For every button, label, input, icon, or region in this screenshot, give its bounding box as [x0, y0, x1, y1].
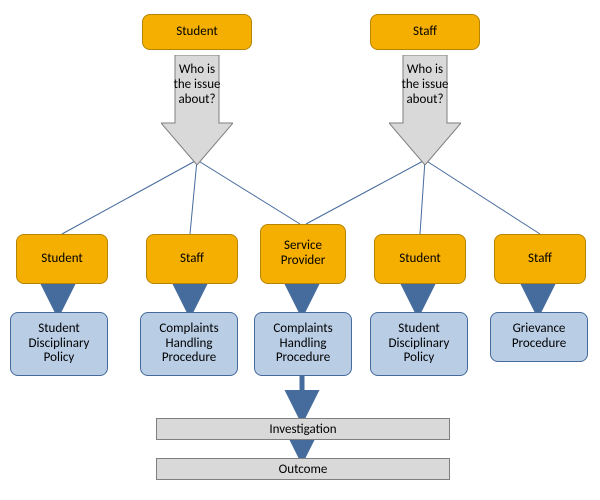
decision-arrow-right-label: Who is the issue about? [397, 63, 453, 108]
label: Staff [180, 252, 204, 267]
label: Staff [413, 25, 437, 40]
label: Complaints Handling Procedure [145, 322, 233, 367]
label: Student Disciplinary Policy [15, 322, 103, 367]
label: Complaints Handling Procedure [259, 322, 347, 367]
label: Investigation [269, 422, 336, 437]
label: Service Provider [265, 239, 341, 269]
label: Student Disciplinary Policy [375, 322, 463, 367]
decision-arrow-left-label: Who is the issue about? [169, 63, 225, 108]
node-mid-service-provider: Service Provider [260, 224, 346, 284]
node-mid-staff-1: Staff [146, 234, 238, 284]
node-policy-complaints-1: Complaints Handling Procedure [140, 312, 238, 376]
label: Staff [528, 252, 552, 267]
label: Outcome [279, 462, 328, 477]
node-policy-complaints-2: Complaints Handling Procedure [254, 312, 352, 376]
label: Student [176, 25, 218, 40]
label: Grievance Procedure [495, 322, 583, 352]
node-top-student: Student [142, 14, 252, 50]
node-top-staff: Staff [370, 14, 480, 50]
node-mid-student-1: Student [16, 234, 108, 284]
thin-lines [62, 160, 540, 234]
label: Student [399, 252, 441, 267]
node-mid-staff-2: Staff [494, 234, 586, 284]
node-mid-student-2: Student [374, 234, 466, 284]
node-policy-grievance: Grievance Procedure [490, 312, 588, 362]
node-policy-student-disciplinary-1: Student Disciplinary Policy [10, 312, 108, 376]
node-policy-student-disciplinary-2: Student Disciplinary Policy [370, 312, 468, 376]
label: Student [41, 252, 83, 267]
bar-outcome: Outcome [156, 458, 450, 480]
bar-investigation: Investigation [156, 418, 450, 440]
